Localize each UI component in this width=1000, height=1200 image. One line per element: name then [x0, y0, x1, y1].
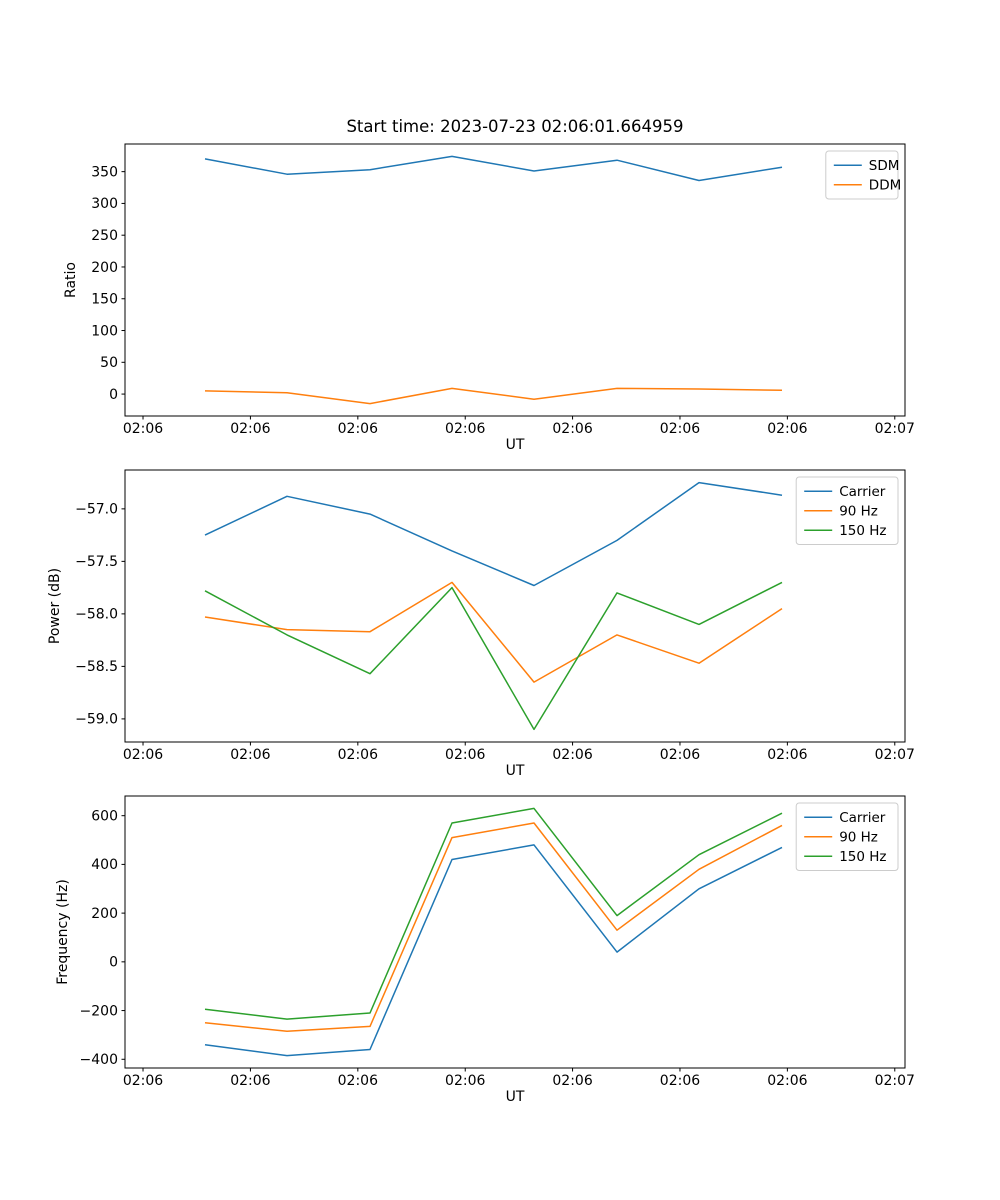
- x-tick-label: 02:06: [445, 1073, 485, 1089]
- y-tick-label: −400: [80, 1052, 118, 1068]
- x-tick-label: 02:06: [123, 1073, 163, 1089]
- x-axis-label: UT: [506, 437, 525, 453]
- y-tick-label: 200: [91, 906, 118, 922]
- legend-label-ddm: DDM: [869, 178, 901, 194]
- legend-box: [795, 802, 899, 871]
- y-tick-label: 0: [109, 955, 118, 971]
- subplot-power-db: −57.0 −57.5 −58.0 −58.5 −59.0 02:06 02:06 02:06…: [47, 469, 915, 779]
- subplot-ratio: 0 50 100 150 200 250 300 350 02:06 02:06 02:06 02:0…: [63, 143, 915, 453]
- x-axis-label: UT: [506, 763, 525, 779]
- y-tick-label: 150: [91, 292, 118, 308]
- legend-label-carrier: Carrier: [839, 484, 886, 500]
- x-tick-label: 02:06: [660, 1073, 700, 1089]
- y-tick-label: −57.5: [75, 554, 118, 570]
- y-tick-label: −200: [80, 1003, 118, 1019]
- x-tick-label: 02:07: [875, 747, 915, 763]
- x-tick-label: 02:07: [875, 421, 915, 437]
- y-tick-label: 350: [91, 164, 118, 180]
- subplot-frequency-hz: −400 −200 0 200 400 600 02:06 02:06 02:06 02:06 02…: [55, 795, 915, 1105]
- axes-frame: [124, 795, 906, 1069]
- x-tick-label: 02:07: [875, 1073, 915, 1089]
- x-tick-label: 02:06: [660, 421, 700, 437]
- legend-label-carrier: Carrier: [839, 810, 886, 826]
- y-tick-label: −58.0: [75, 607, 118, 623]
- x-tick-label: 02:06: [123, 747, 163, 763]
- y-tick-label: 250: [91, 228, 118, 244]
- y-tick-label: 300: [91, 196, 118, 212]
- x-tick-label: 02:06: [552, 421, 592, 437]
- y-tick-label: 600: [91, 808, 118, 824]
- legend-box: [825, 150, 899, 200]
- x-tick-label: 02:06: [660, 747, 700, 763]
- legend-box: [795, 476, 899, 545]
- x-tick-label: 02:06: [445, 421, 485, 437]
- y-axis-label: Frequency (Hz): [55, 879, 71, 985]
- y-tick-label: 200: [91, 260, 118, 276]
- x-tick-label: 02:06: [230, 421, 270, 437]
- legend-label-sdm: SDM: [869, 158, 900, 174]
- legend-label-150-hz: 150 Hz: [839, 523, 886, 539]
- series-line-carrier: [204, 481, 783, 587]
- x-tick-label: 02:06: [767, 421, 807, 437]
- x-tick-label: 02:06: [123, 421, 163, 437]
- series-line-sdm: [204, 155, 783, 182]
- legend: Carrier 90 Hz 150 Hz: [795, 802, 899, 871]
- y-axis-label: Ratio: [63, 262, 79, 298]
- legend-label-90-hz: 90 Hz: [839, 504, 878, 520]
- series-line-90-hz: [204, 581, 783, 683]
- legend: SDM DDM: [825, 150, 901, 200]
- x-tick-label: 02:06: [338, 1073, 378, 1089]
- axes-frame: [124, 469, 906, 743]
- series-line-150-hz: [204, 807, 783, 1020]
- y-tick-label: −59.0: [75, 712, 118, 728]
- legend-label-150-hz: 150 Hz: [839, 849, 886, 865]
- series-line-carrier: [204, 844, 783, 1057]
- y-tick-label: 400: [91, 857, 118, 873]
- series-line-ddm: [204, 387, 783, 405]
- x-tick-label: 02:06: [767, 1073, 807, 1089]
- series-line-90-hz: [204, 822, 783, 1033]
- x-tick-label: 02:06: [767, 747, 807, 763]
- y-tick-label: 100: [91, 323, 118, 339]
- x-tick-label: 02:06: [338, 421, 378, 437]
- x-tick-label: 02:06: [552, 1073, 592, 1089]
- chart-title: Start time: 2023-07-23 02:06:01.664959: [346, 117, 684, 136]
- axes-frame: [124, 143, 906, 417]
- x-tick-label: 02:06: [552, 747, 592, 763]
- x-tick-label: 02:06: [230, 1073, 270, 1089]
- y-axis-label: Power (dB): [47, 568, 63, 644]
- legend: Carrier 90 Hz 150 Hz: [795, 476, 899, 545]
- y-tick-label: −58.5: [75, 659, 118, 675]
- y-tick-label: 50: [100, 355, 118, 371]
- legend-label-90-hz: 90 Hz: [839, 830, 878, 846]
- series-line-150-hz: [204, 581, 783, 731]
- x-tick-label: 02:06: [230, 747, 270, 763]
- y-tick-label: −57.0: [75, 502, 118, 518]
- y-tick-label: 0: [109, 387, 118, 403]
- x-tick-label: 02:06: [338, 747, 378, 763]
- x-tick-label: 02:06: [445, 747, 485, 763]
- x-axis-label: UT: [506, 1089, 525, 1105]
